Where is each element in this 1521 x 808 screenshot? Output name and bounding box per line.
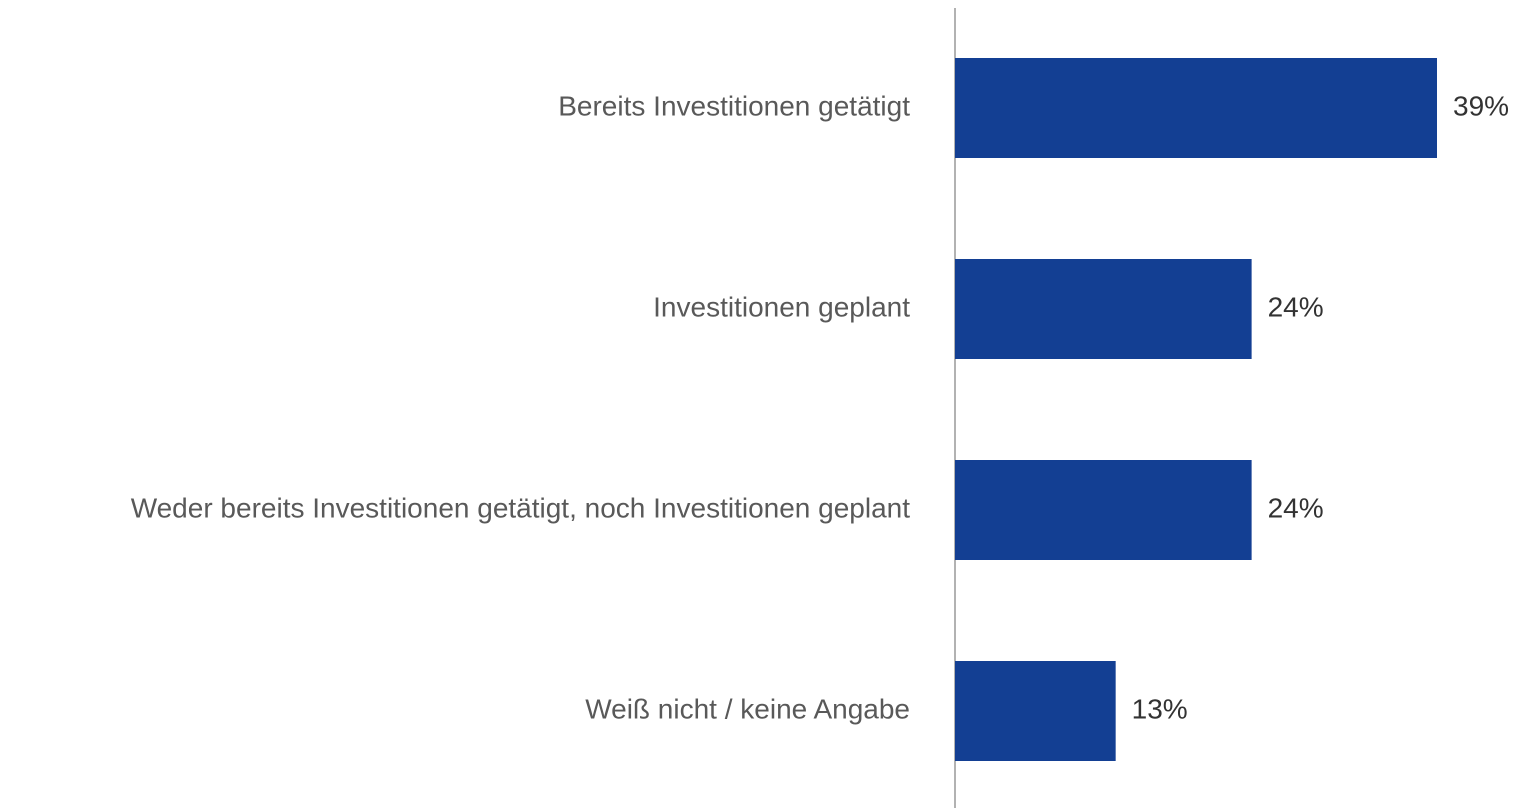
bar bbox=[955, 58, 1437, 158]
category-label: Investitionen geplant bbox=[653, 291, 910, 322]
value-label: 24% bbox=[1268, 492, 1324, 523]
bar bbox=[955, 460, 1252, 560]
bar bbox=[955, 259, 1252, 359]
category-label: Weder bereits Investitionen getätigt, no… bbox=[131, 492, 911, 523]
category-label: Weiß nicht / keine Angabe bbox=[585, 693, 910, 724]
value-label: 24% bbox=[1268, 291, 1324, 322]
category-label: Bereits Investitionen getätigt bbox=[558, 90, 910, 121]
bar bbox=[955, 661, 1116, 761]
value-label: 13% bbox=[1132, 693, 1188, 724]
value-label: 39% bbox=[1453, 90, 1509, 121]
